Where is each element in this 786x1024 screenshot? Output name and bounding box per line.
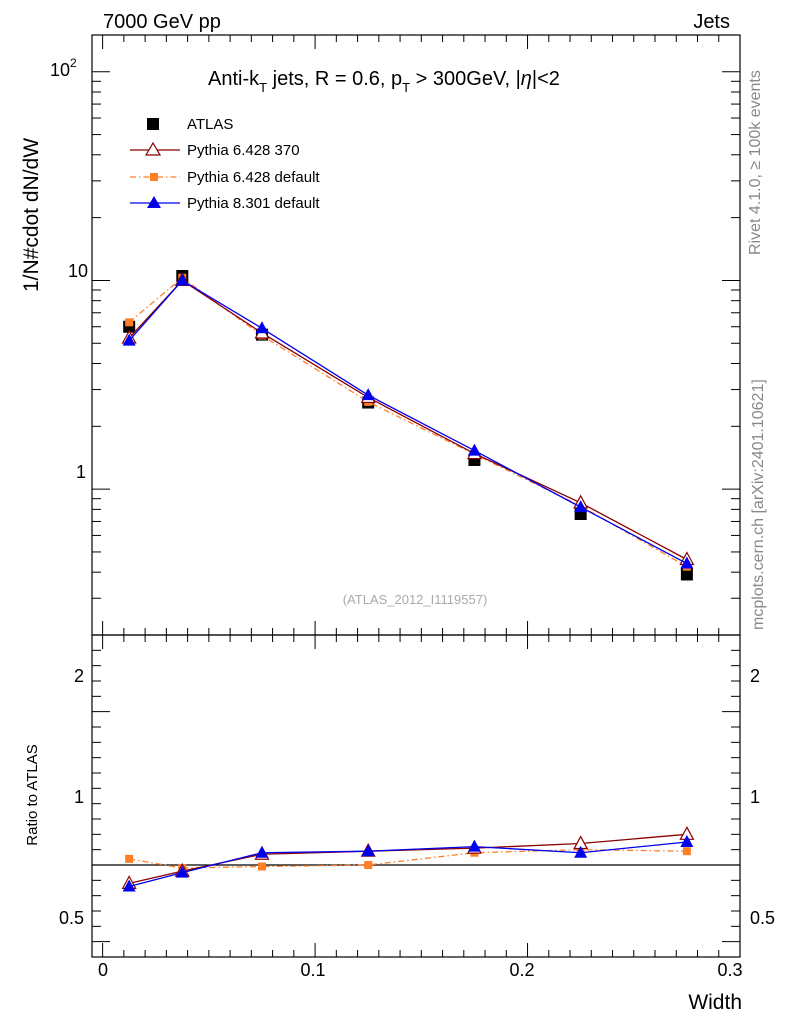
upper-ytick-label-10: 10 [68, 261, 88, 281]
ratio-point-pythia6-default [364, 861, 373, 869]
ratio-line-pythia6-370 [129, 833, 687, 885]
lower-plot-frame [91, 634, 741, 958]
upper-point-atlas [680, 568, 693, 581]
plot-title: Anti-kT jets, R = 0.6, pT > 300GeV, |η|<… [208, 68, 560, 95]
xtick-label-0.3: 0.3 [717, 960, 742, 980]
upper-point-pythia8-default [467, 443, 481, 456]
upper-point-pythia8-default [680, 556, 694, 569]
legend-marker-pythia6-370 [144, 141, 162, 156]
upper-point-pythia8-default [255, 321, 269, 334]
ratio-point-pythia8-default [467, 839, 481, 852]
lower-series-group [121, 826, 695, 892]
upper-point-pythia6-default [125, 318, 134, 327]
ratio-point-pythia8-default [574, 845, 588, 858]
lower-ytick-label-right-1: 1 [750, 787, 760, 807]
process-label: Jets [693, 11, 730, 33]
upper-y-axis-label: 1/N#cdot dN/dW [20, 138, 43, 292]
lower-ytick-label-0.5: 0.5 [59, 908, 84, 928]
legend-marker-pythia6-default [150, 173, 158, 181]
upper-point-pythia8-default [574, 500, 588, 513]
legend-label-pythia6-default: Pythia 6.428 default [187, 169, 320, 186]
ratio-point-pythia8-default [122, 879, 136, 892]
xtick-label-0.2: 0.2 [509, 960, 534, 980]
ratio-point-pythia8-default [361, 844, 375, 857]
x-axis-label: Width [688, 991, 742, 1014]
upper-line-pythia6-default [128, 276, 688, 568]
upper-point-pythia8-default [361, 388, 375, 401]
lower-ytick-label-2: 2 [74, 666, 84, 686]
rivet-label: Rivet 4.1.0, ≥ 100k events [747, 70, 764, 255]
ratio-point-pythia6-default [257, 862, 266, 871]
xtick-label-0: 0 [98, 960, 108, 980]
axis-ticks [92, 35, 741, 957]
legend-marker-pythia8-default [147, 196, 161, 208]
ratio-point-pythia8-default [680, 835, 694, 847]
legend-label-atlas: ATLAS [187, 116, 233, 133]
lower-ytick-label-right-2: 2 [750, 666, 760, 686]
upper-series-group [121, 270, 695, 581]
legend: ATLAS Pythia 6.428 370 Pythia 6.428 defa… [130, 116, 320, 212]
lower-ytick-label-right-0.5: 0.5 [750, 908, 775, 928]
legend-label-pythia8-default: Pythia 8.301 default [187, 195, 320, 212]
upper-line-pythia6-370 [128, 279, 688, 561]
legend-marker-atlas [147, 118, 159, 130]
mcplots-label: mcplots.cern.ch [arXiv:2401.10621] [750, 379, 767, 630]
energy-label: 7000 GeV pp [103, 11, 221, 33]
ratio-point-pythia8-default [255, 845, 269, 858]
upper-ytick-label-1: 1 [76, 462, 86, 482]
lower-y-axis-label: Ratio to ATLAS [24, 744, 41, 845]
ratio-point-pythia6-default [682, 847, 691, 856]
ratio-point-pythia8-default [175, 865, 189, 878]
ratio-point-pythia6-default [125, 854, 134, 863]
legend-label-pythia6-370: Pythia 6.428 370 [187, 142, 300, 159]
lower-ytick-label-1: 1 [74, 787, 84, 807]
upper-ytick-label-100: 102 [50, 56, 77, 80]
xtick-label-0.1: 0.1 [300, 960, 325, 980]
analysis-watermark: (ATLAS_2012_I1119557) [343, 592, 488, 607]
upper-point-pythia8-default [122, 333, 136, 346]
upper-point-pythia8-default [175, 273, 189, 286]
